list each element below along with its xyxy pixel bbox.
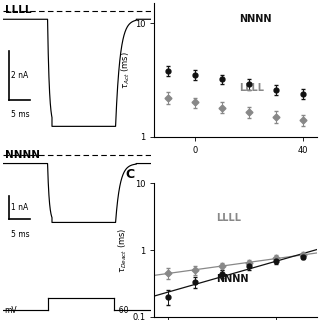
Text: LLLL: LLLL xyxy=(5,5,31,15)
Text: LLLL: LLLL xyxy=(239,83,264,93)
Text: C: C xyxy=(125,168,134,181)
Y-axis label: $\tau_{Act}$ (ms): $\tau_{Act}$ (ms) xyxy=(119,51,132,89)
Text: 5 ms: 5 ms xyxy=(11,230,30,239)
Text: B: B xyxy=(125,0,134,1)
Text: 2 nA: 2 nA xyxy=(11,71,28,80)
Text: 5 ms: 5 ms xyxy=(11,110,30,119)
Text: mV: mV xyxy=(5,306,17,315)
Text: NNNN: NNNN xyxy=(239,14,271,24)
Text: NNNN: NNNN xyxy=(5,150,40,160)
Y-axis label: $\tau_{Deact}$ (ms): $\tau_{Deact}$ (ms) xyxy=(117,227,129,273)
Text: NNNN: NNNN xyxy=(216,274,248,284)
Text: LLLL: LLLL xyxy=(216,213,241,223)
Text: 1 nA: 1 nA xyxy=(11,203,28,212)
Text: -60: -60 xyxy=(117,306,130,315)
